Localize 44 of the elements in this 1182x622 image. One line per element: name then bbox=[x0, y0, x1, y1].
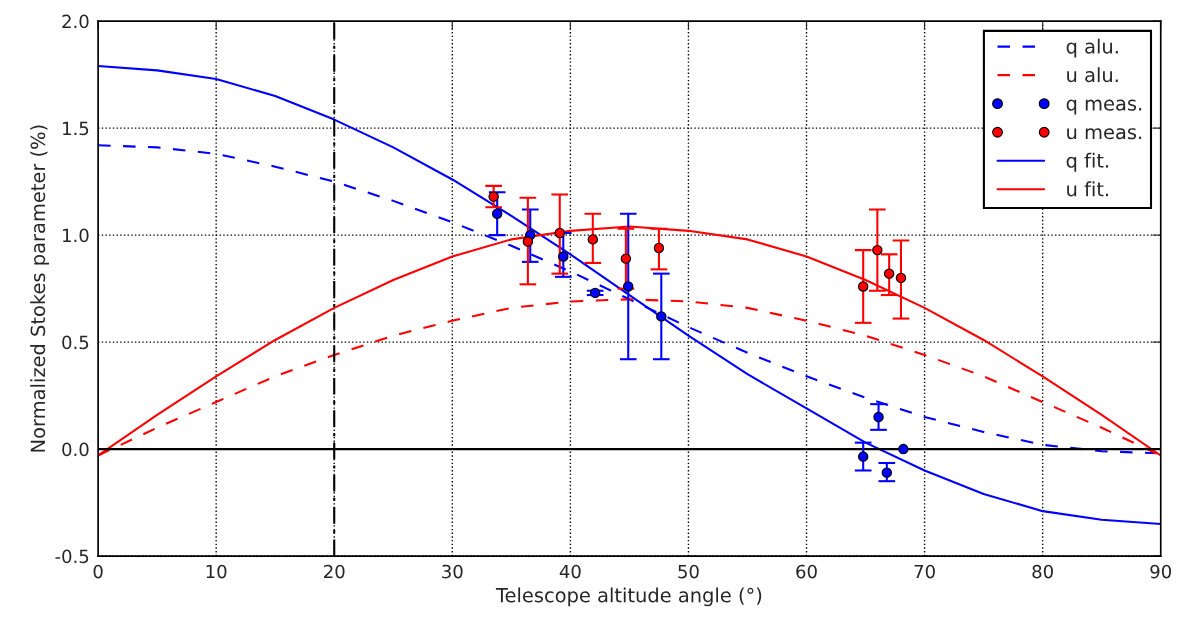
legend-label: q fit. bbox=[1066, 152, 1109, 172]
y-tick-label: 0.5 bbox=[62, 335, 89, 350]
y-tick-label: 1.0 bbox=[63, 228, 89, 243]
point bbox=[898, 443, 909, 455]
y-axis-title: Normalized Stokes parameter (%) bbox=[30, 125, 49, 452]
point bbox=[589, 287, 601, 299]
x-tick-label: 50 bbox=[678, 564, 699, 579]
point bbox=[873, 411, 884, 423]
point bbox=[653, 242, 665, 254]
y-tick-label: 1.5 bbox=[63, 121, 89, 136]
x-axis-title: Telescope altitude angle (°) bbox=[495, 587, 762, 607]
x-tick-label: 90 bbox=[1150, 564, 1172, 579]
x-tick-label: 30 bbox=[442, 564, 463, 579]
x-tick-label: 70 bbox=[914, 564, 935, 579]
point bbox=[872, 244, 883, 256]
y-tick-label: 2.0 bbox=[62, 14, 89, 29]
line-series bbox=[98, 65, 1161, 526]
point bbox=[554, 227, 565, 239]
legend-label: q meas. bbox=[1066, 99, 1142, 115]
x-tick-label: 40 bbox=[559, 564, 581, 579]
y-tick-label: 0.0 bbox=[62, 442, 89, 457]
point bbox=[522, 236, 534, 247]
x-tick-label: 20 bbox=[324, 564, 345, 579]
point bbox=[488, 191, 499, 202]
legend-label: u alu. bbox=[1067, 67, 1118, 83]
x-tick-label: 60 bbox=[796, 564, 817, 579]
legend-label: q alu. bbox=[1066, 38, 1118, 58]
point bbox=[620, 253, 632, 264]
point bbox=[587, 234, 599, 245]
point bbox=[857, 281, 869, 292]
x-tick-label: 10 bbox=[206, 564, 227, 579]
point bbox=[656, 311, 667, 322]
point bbox=[881, 467, 893, 478]
point bbox=[895, 272, 907, 284]
legend-label: u fit. bbox=[1067, 181, 1109, 197]
point bbox=[857, 451, 869, 462]
y-tick-label: -0.5 bbox=[55, 549, 89, 564]
point bbox=[883, 268, 895, 279]
legend-label: u meas. bbox=[1067, 128, 1142, 140]
point bbox=[491, 208, 503, 219]
x-tick-label: 80 bbox=[1032, 564, 1053, 579]
point bbox=[558, 251, 569, 262]
point bbox=[623, 281, 634, 292]
x-tick-label: 0 bbox=[93, 564, 103, 579]
